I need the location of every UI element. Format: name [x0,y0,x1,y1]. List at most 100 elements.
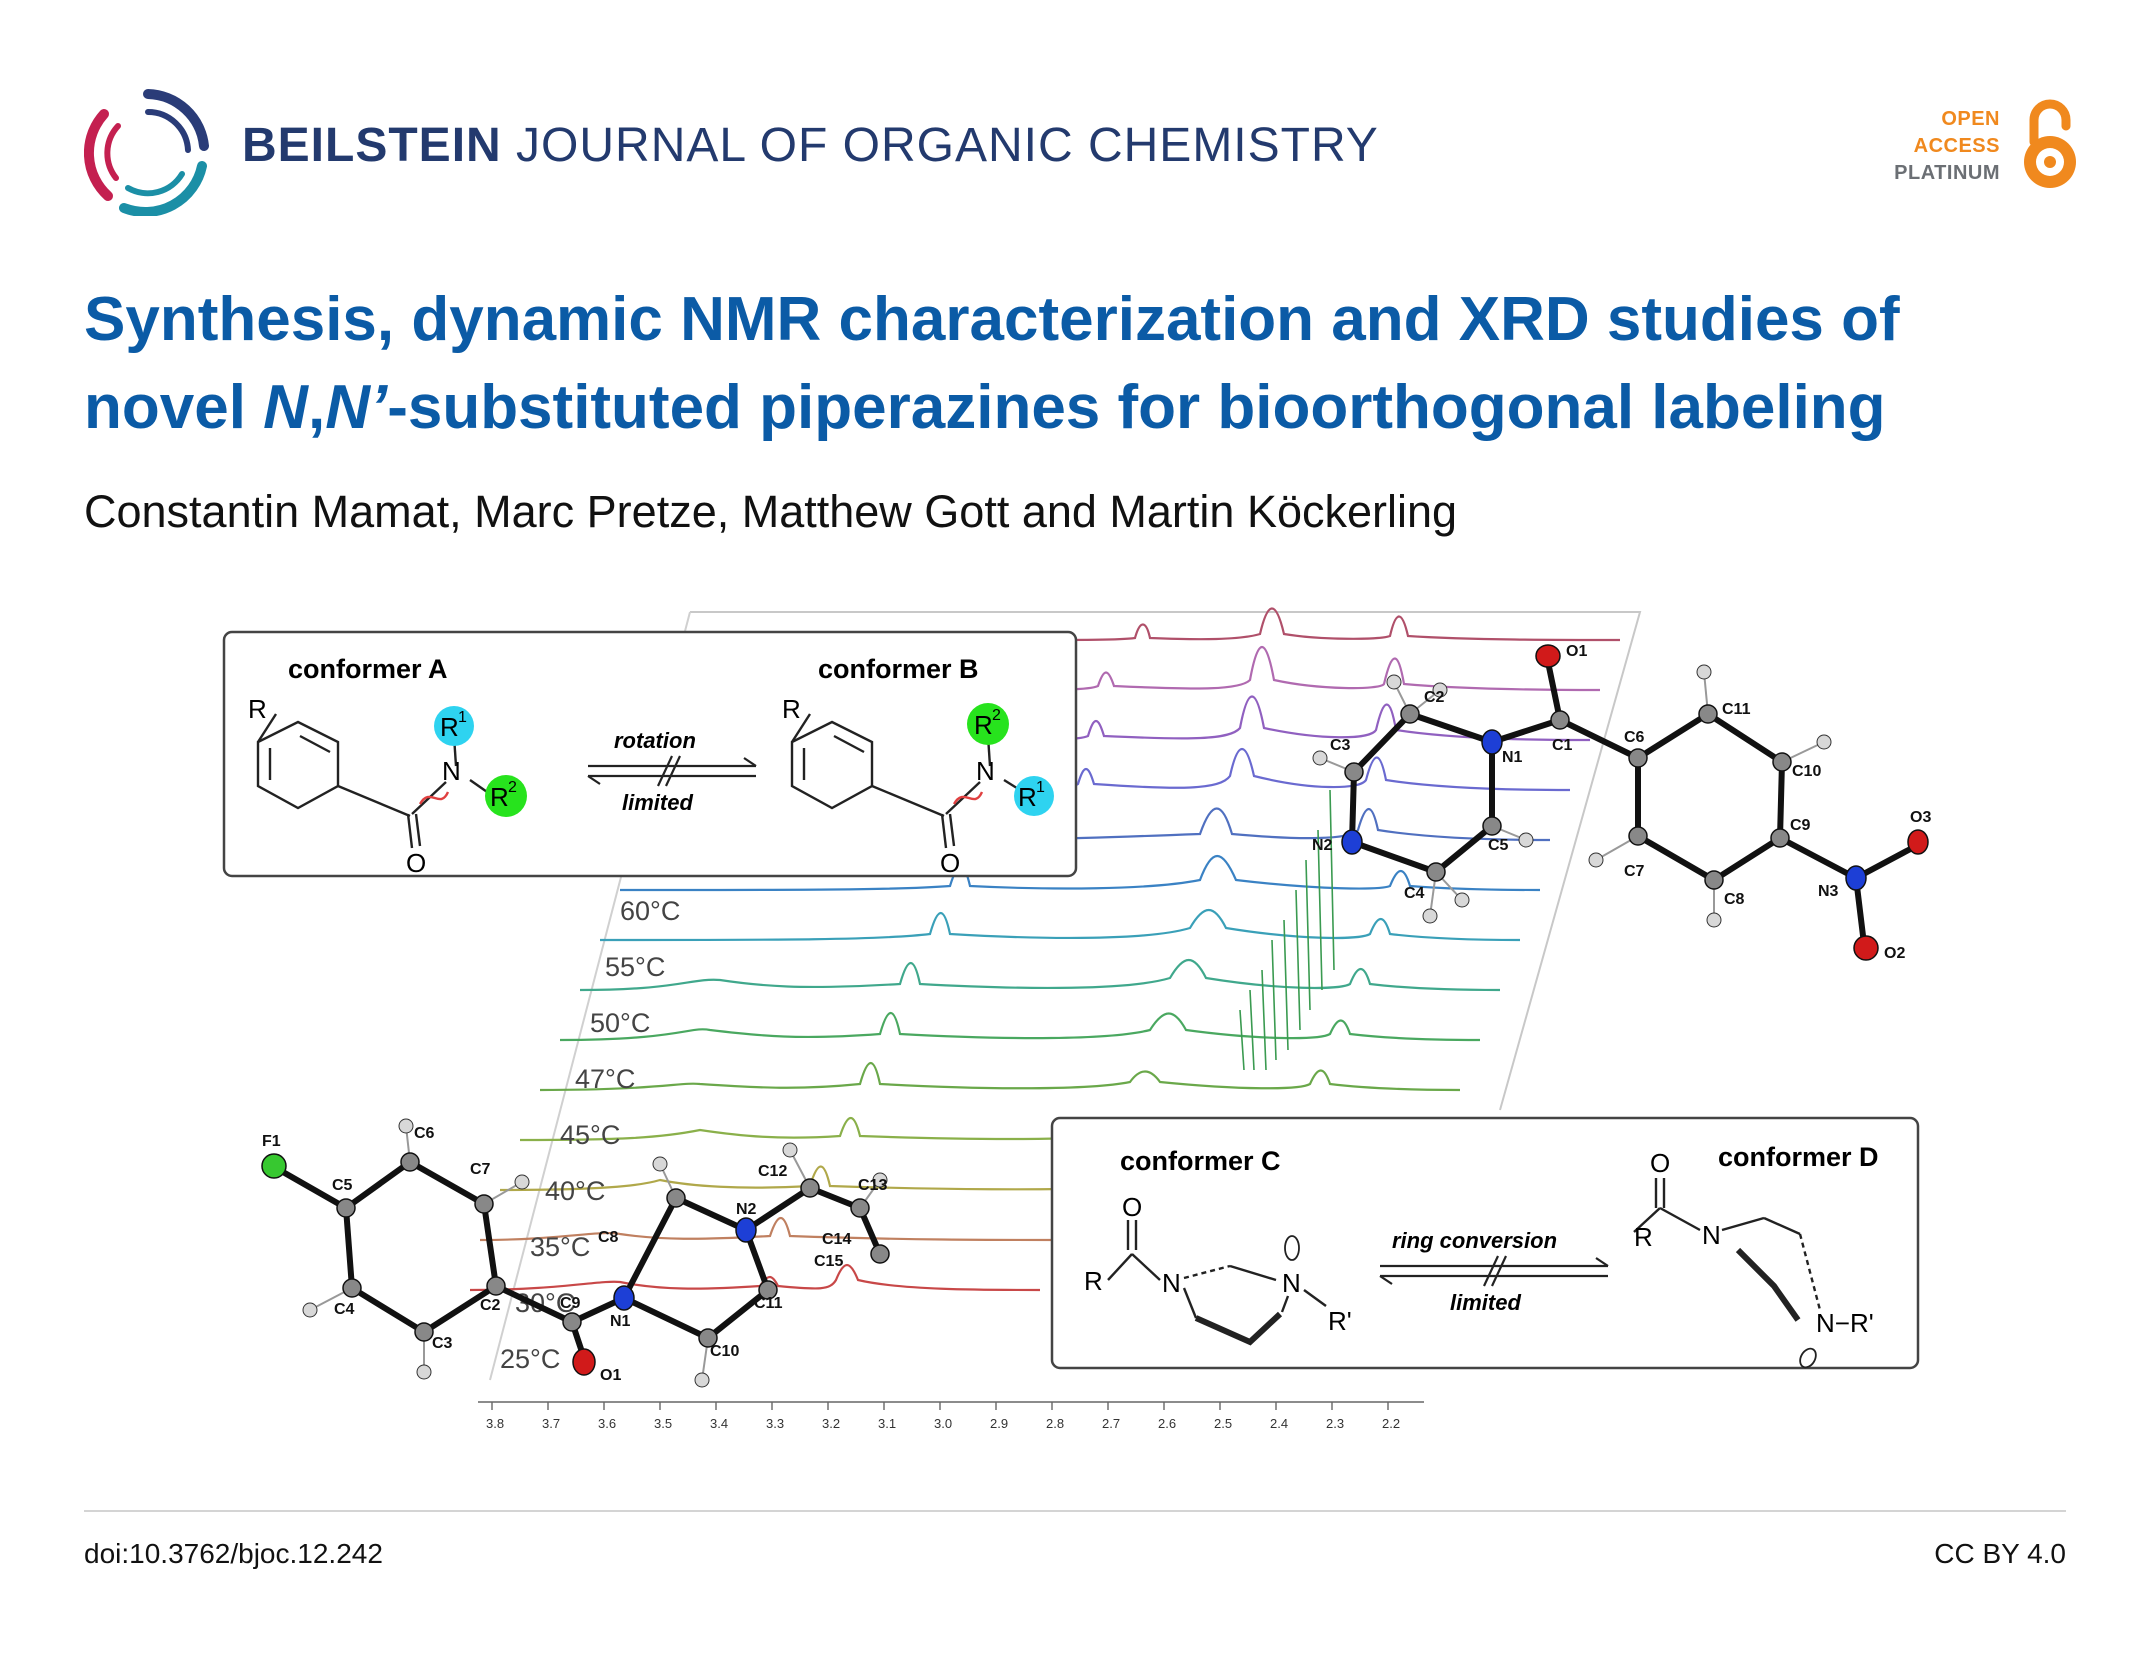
b-r2-atom [967,703,1009,745]
ppm-tick-labels: 3.8 3.7 3.6 3.5 3.4 3.3 3.2 3.1 3.0 2.9 2.8 2.7 2.6 2… [486,1402,1400,1431]
conformer-ab-box: conformer A conformer B R N O R 1 R 2 [222,630,1078,878]
l-label-C10: C10 [710,1343,739,1360]
c-lone-pair [1284,1235,1300,1261]
d-N-top: N [1702,1220,1721,1250]
l-label-C9: C9 [560,1295,581,1312]
structure-conformer-b [790,713,1021,849]
r-label-O2: O2 [1884,945,1905,962]
ring-conversion-arrows [1379,1255,1609,1287]
conformer-cd-box: conformer C conformer D R N O N R' [1050,1116,1920,1370]
ab-limited-label: limited [622,790,693,815]
title-pre: novel [84,373,264,442]
ppm-tick-label: 2.2 [1382,1416,1400,1431]
r-label-O1: O1 [1566,643,1587,660]
a-r2-atom [485,775,527,817]
c-O-label: O [1122,1192,1142,1222]
journal-logo [84,89,209,216]
crystal-structure-left: F1 C5 C6 C7 C4 C3 C2 C9 O1 N1 C8 C10 C11… [261,1118,890,1388]
license-text[interactable]: CC BY 4.0 [1934,1538,2066,1569]
l-label-C14: C14 [822,1231,851,1248]
r-label-C11: C11 [1722,701,1751,718]
a-N-label: N [442,756,461,786]
d-NR-label: N−R' [1816,1308,1874,1338]
temperature-label: 60°C [620,896,680,926]
temperature-label: 40°C [545,1176,605,1206]
l-label-C2: C2 [480,1297,501,1314]
ppm-tick-label: 3.7 [542,1416,560,1431]
ppm-tick-label: 3.3 [766,1416,784,1431]
l-label-C5: C5 [332,1177,353,1194]
r-label-C8: C8 [1724,891,1745,908]
temperature-label: 25°C [500,1344,560,1374]
b-r2-sup: 2 [992,707,1001,724]
a-r2-sup: 2 [508,779,517,796]
l-label-N1: N1 [610,1313,631,1330]
rotation-label: rotation [614,728,696,753]
a-O-label: O [406,848,426,878]
journal-name-rest: JOURNAL OF ORGANIC CHEMISTRY [516,119,1379,172]
a-R-label: R [248,694,267,724]
conformer-a-label: conformer A [288,654,448,684]
badge-platinum: PLATINUM [1894,162,2000,184]
r-label-N2: N2 [1312,837,1333,854]
doi-text[interactable]: doi:10.3762/bjoc.12.242 [84,1538,383,1569]
ppm-tick-label: 2.6 [1158,1416,1176,1431]
r-label-C3: C3 [1330,737,1351,754]
r-label-C9: C9 [1790,817,1811,834]
title-post: -substituted piperazines for bioorthogon… [387,373,1886,442]
open-access-badge: OPEN ACCESS PLATINUM [1880,96,2080,196]
temperature-label: 50°C [590,1008,650,1038]
temperature-label: 35°C [530,1232,590,1262]
ppm-tick-label: 3.4 [710,1416,728,1431]
title-italic-n2: N’ [325,373,388,442]
ppm-tick-label: 2.8 [1046,1416,1064,1431]
temperature-label: 45°C [560,1120,620,1150]
conformer-d-label: conformer D [1718,1142,1879,1172]
badge-open: OPEN [1941,108,2000,130]
r-label-C1: C1 [1552,737,1573,754]
c-N-right: N [1282,1268,1301,1298]
title-italic-n1: N [263,373,308,442]
r-label-C10: C10 [1792,763,1821,780]
journal-name: BEILSTEIN JOURNAL OF ORGANIC CHEMISTRY [242,118,1379,173]
conformer-b-label: conformer B [818,654,979,684]
r-label-C5: C5 [1488,837,1509,854]
cd-limited-label: limited [1450,1290,1521,1315]
ppm-tick-label: 3.0 [934,1416,952,1431]
ppm-tick-label: 3.2 [822,1416,840,1431]
badge-access: ACCESS [1913,135,2000,157]
b-r1-sup: 1 [1036,779,1045,796]
l-label-C15: C15 [814,1253,843,1270]
conformer-c-label: conformer C [1120,1146,1281,1176]
title-line-1: Synthesis, dynamic NMR characterization … [84,285,1900,354]
nmr-traces [469,607,1621,1292]
temperature-label: 47°C [575,1064,635,1094]
graphical-abstract: 3.8 3.7 3.6 3.5 3.4 3.3 3.2 3.1 3.0 2.9 2.8 2.7 2.6 2… [222,607,1931,1431]
open-lock-icon [2024,99,2076,188]
d-lone-pair [1799,1347,1817,1369]
d-R-label: R [1634,1222,1653,1252]
ppm-tick-label: 2.5 [1214,1416,1232,1431]
b-N-label: N [976,756,995,786]
temperature-labels: 60°C55°C50°C47°C45°C40°C35°C30°C25°C [500,896,680,1374]
crystal-structure-right: O1 C1 C2 C3 N1 N2 C4 C5 C6 C7 C8 C9 C10 … [1312,643,1931,962]
l-label-C6: C6 [414,1125,435,1142]
structure-conformer-c [1107,1220,1327,1346]
title-comma: , [307,373,326,442]
r-label-N3: N3 [1818,883,1839,900]
d-O-label: O [1650,1148,1670,1178]
l-label-C8: C8 [598,1229,619,1246]
l-label-O1: O1 [600,1367,621,1384]
a-r1-sup: 1 [458,709,467,726]
nmr-spectrum-stack: 3.8 3.7 3.6 3.5 3.4 3.3 3.2 3.1 3.0 2.9 2.8 2.7 2.6 2… [469,607,1642,1431]
l-label-C4: C4 [334,1301,355,1318]
ppm-tick-label: 3.1 [878,1416,896,1431]
open-access-text: OPEN ACCESS PLATINUM [1894,106,2000,187]
structure-conformer-d [1633,1178,1822,1322]
l-label-C3: C3 [432,1335,453,1352]
temperature-label: 55°C [605,952,665,982]
r-label-C7: C7 [1624,863,1645,880]
article-title: Synthesis, dynamic NMR characterization … [84,276,2084,452]
r-label-N1: N1 [1502,749,1523,766]
l-label-F1: F1 [262,1133,281,1150]
